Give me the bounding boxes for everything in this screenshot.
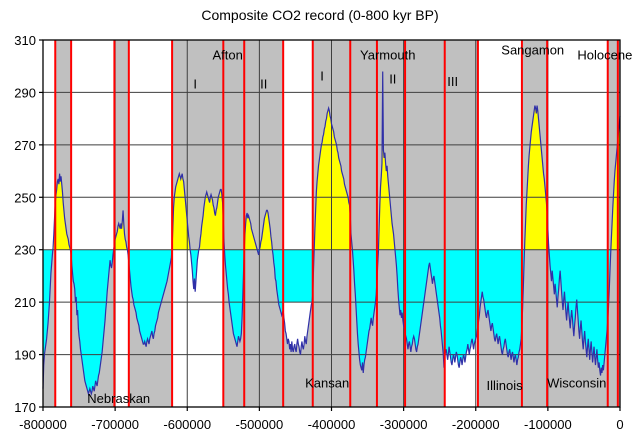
x-tick-label: -300000 (380, 417, 428, 432)
x-axis-labels: -800000 -700000 -600000 -500000 -400000 -3000… (19, 417, 623, 432)
co2-area-below-230 (43, 249, 611, 394)
y-tick-label: 250 (14, 190, 36, 205)
substage-label: II (389, 71, 396, 86)
stage-label: Sangamon (501, 42, 564, 57)
substage-label: I (193, 77, 197, 92)
x-tick-label: -700000 (91, 417, 139, 432)
stage-label: Afton (212, 48, 242, 63)
y-tick-label: 230 (14, 243, 36, 258)
y-tick-label: 210 (14, 295, 36, 310)
stage-label: Nebraskan (87, 391, 150, 406)
cyan-cutoff-patch (283, 302, 313, 355)
co2-curve (42, 71, 621, 397)
y-tick-label: 170 (14, 400, 36, 415)
y-tick-label: 290 (14, 85, 36, 100)
y-axis-labels: 170 190 210 230 250 270 290 310 (14, 33, 36, 415)
substage-label: II (260, 77, 267, 92)
y-tick-label: 310 (14, 33, 36, 48)
stage-label: Kansan (305, 375, 349, 390)
x-tick-label: -600000 (163, 417, 211, 432)
x-tick-label: 0 (616, 417, 623, 432)
x-tick-label: -400000 (308, 417, 356, 432)
y-tick-label: 270 (14, 138, 36, 153)
x-tick-label: -200000 (452, 417, 500, 432)
x-tick-label: -800000 (19, 417, 67, 432)
substage-labels: I III II III (193, 69, 458, 92)
substage-label: III (447, 74, 458, 89)
substage-label: I (320, 69, 324, 84)
y-tick-label: 190 (14, 348, 36, 363)
chart-title: Composite CO2 record (0-800 kyr BP) (201, 7, 439, 23)
stage-label: Holocene (577, 48, 632, 63)
stage-label: Wisconsin (547, 375, 606, 390)
axis-ticks (39, 39, 621, 411)
stage-label: Illinois (487, 378, 524, 393)
x-tick-label: -100000 (524, 417, 572, 432)
x-tick-label: -500000 (236, 417, 284, 432)
boundary-lines (54, 40, 619, 407)
stage-label: Yarmouth (360, 48, 415, 63)
stage-labels: Nebraskan Kansan Illinois Wisconsin Afton Yar… (87, 42, 632, 406)
